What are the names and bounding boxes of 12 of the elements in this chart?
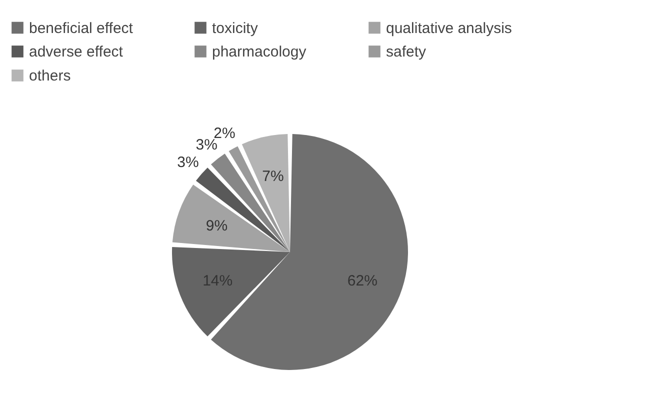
data-label: 3% — [177, 154, 199, 172]
pie-slice — [242, 134, 290, 252]
data-label: 9% — [206, 218, 228, 235]
legend-label: adverse effect — [29, 44, 124, 60]
legend-label: toxicity — [212, 20, 258, 37]
legend-label: others — [29, 68, 71, 84]
legend-label: pharmacology — [212, 44, 307, 60]
data-label: 62% — [347, 272, 378, 290]
legend-label: beneficial effect — [29, 20, 134, 37]
legend-label: qualitative analysis — [386, 20, 512, 37]
data-label: 7% — [262, 168, 284, 185]
legend-label: safety — [386, 44, 427, 60]
